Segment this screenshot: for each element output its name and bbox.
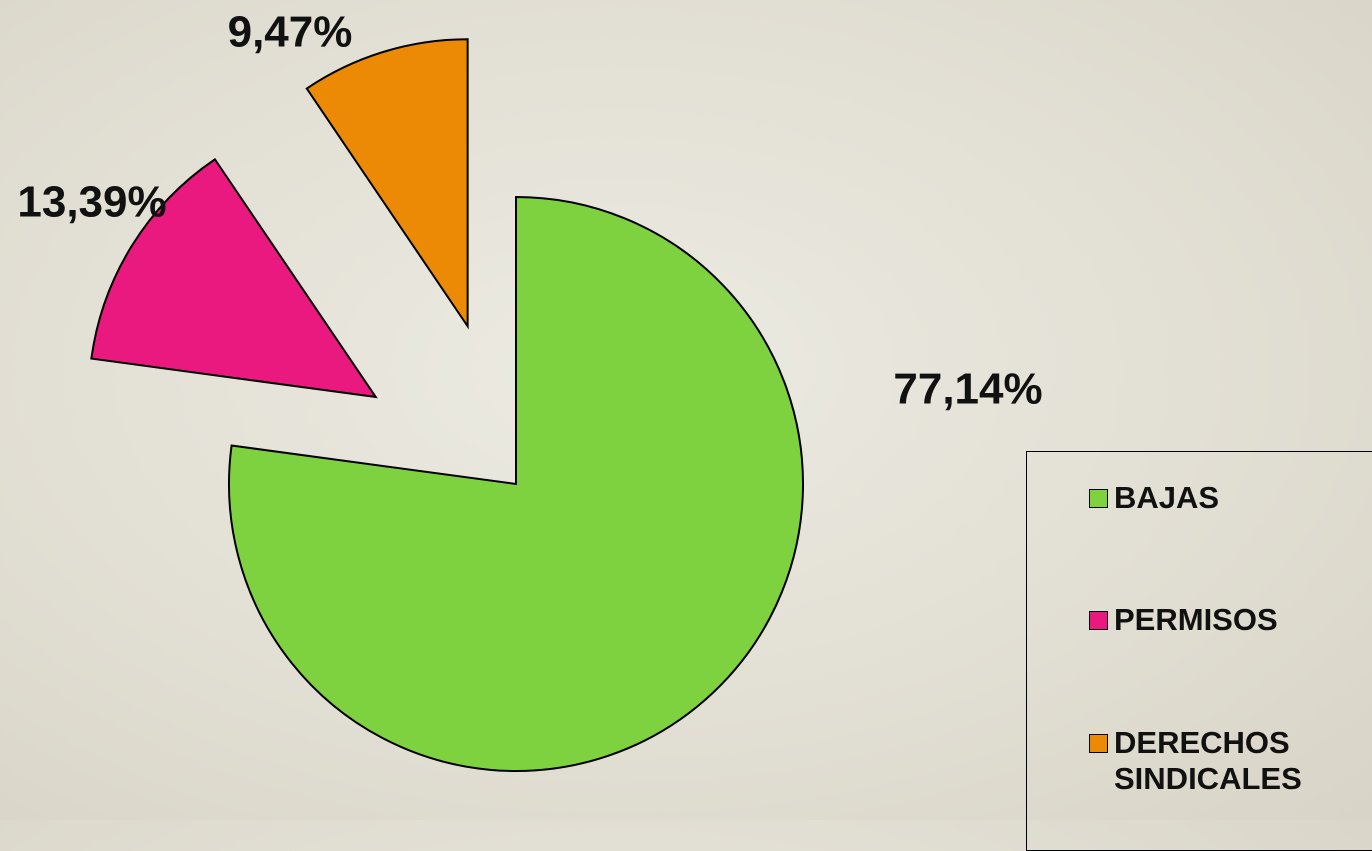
pie-slice <box>90 157 378 399</box>
legend-label: DERECHOS SINDICALES <box>1114 725 1302 796</box>
pie-slice <box>228 195 804 772</box>
legend-item: BAJAS <box>1089 480 1344 516</box>
value-label: 77,14% <box>893 365 1042 414</box>
chart: 77,14% 13,39% 9,47% <box>17 8 1043 772</box>
pie-slice <box>305 38 469 330</box>
legend-item: PERMISOS <box>1089 602 1344 638</box>
legend-label: BAJAS <box>1114 480 1220 515</box>
legend-swatch <box>1089 734 1108 753</box>
value-label: 9,47% <box>228 8 353 57</box>
legend-swatch <box>1089 611 1108 630</box>
legend: BAJAS PERMISOS DERECHOS SINDICALES <box>1026 451 1372 851</box>
legend-item: DERECHOS SINDICALES <box>1089 725 1344 797</box>
value-label: 13,39% <box>17 178 166 227</box>
legend-label: PERMISOS <box>1114 602 1278 637</box>
legend-swatch <box>1089 489 1108 508</box>
